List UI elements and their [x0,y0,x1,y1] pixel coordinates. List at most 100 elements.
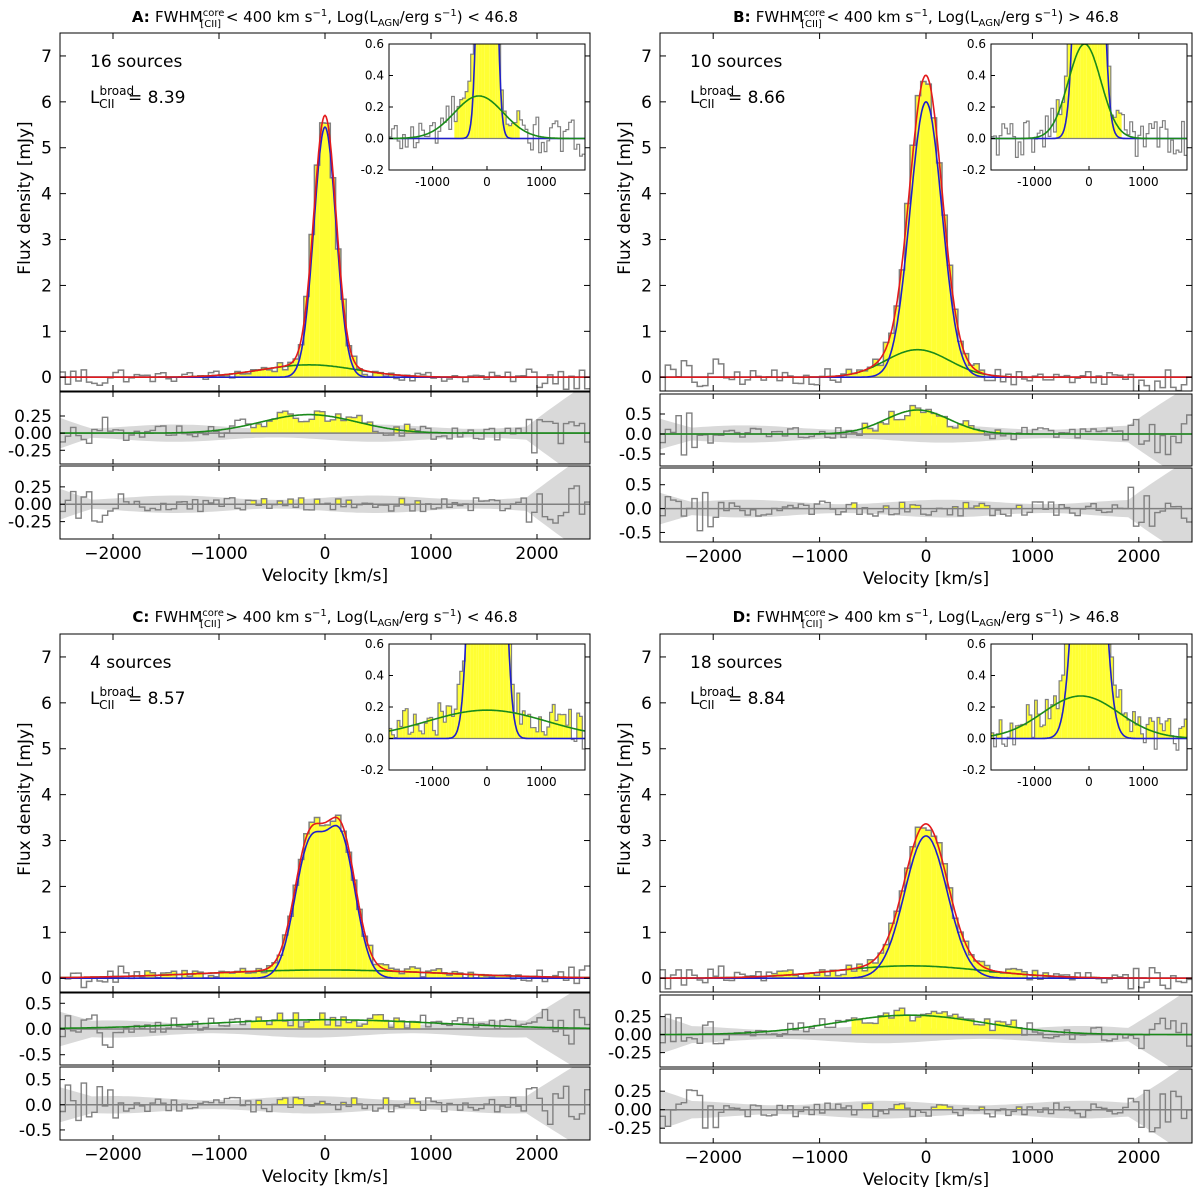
inset-core-curve [991,644,1187,740]
flux-bar [298,859,304,979]
flux-bar [314,165,320,378]
inset-flux-bar [1118,113,1122,139]
residual-bar [872,430,879,434]
residual-bar [899,502,905,509]
inset-flux-bar [546,726,550,739]
sources-count: 18 sources [690,653,782,673]
flux-bar [862,370,868,378]
residual-bar [867,1103,873,1110]
y-tick-label: 2 [41,877,52,897]
residual-bar [915,1017,921,1035]
inset-y-tick-label: 0.2 [967,700,986,714]
inset-flux-bar [503,111,507,139]
residual-bar [936,416,942,434]
inset-flux-bar [418,731,422,739]
inset-flux-bar [443,722,447,739]
flux-bar [192,971,198,979]
x-axis-label: Velocity [km/s] [863,1170,989,1187]
inset-histogram [991,44,1187,158]
inset-plot-area [991,644,1187,751]
flux-bar [144,970,151,979]
inset-flux-bar [1181,726,1185,739]
inset-flux-bar [487,644,490,739]
flux-bar [883,944,889,979]
flux-bar [957,932,964,979]
flux-bar [219,971,225,979]
flux-bar [846,369,852,378]
flux-bar [234,371,241,378]
residual-bar [393,1018,400,1029]
flux-bar [351,356,357,378]
flux-bar [894,306,900,378]
inset-flux-bar [506,124,509,139]
residual-y-tick-label: 0.00 [614,1101,652,1121]
residual-bar [862,1023,868,1035]
residual-bar [899,1103,905,1110]
residual-bar [910,504,916,509]
inset-x-tick-label: -1000 [415,775,450,789]
flux-bar [187,976,193,979]
flux-bar [803,973,809,979]
residual-bar [261,1021,267,1029]
inset-y-tick-label: 0.4 [365,69,384,83]
x-tick-label: 2000 [1117,547,1160,567]
residual-2-plot-area [60,1067,590,1140]
residual-bar [415,500,421,505]
flux-bar [888,333,895,378]
flux-bar [835,975,841,979]
y-tick-label: 2 [641,877,652,897]
flux-bar [851,971,857,979]
luminosity-label: Lbroad CII = 8.84 [690,685,785,712]
y-tick-label: 1 [641,923,652,943]
inset-flux-bar [1157,717,1160,739]
y-tick-label: 7 [41,648,52,668]
inset-y-tick-label: -0.2 [963,163,986,177]
residual-bar [899,1008,905,1035]
residual-bar [287,1025,294,1029]
total-fit-curve [660,74,1192,378]
residual-bar [947,1106,953,1110]
residual-bar [287,499,294,505]
x-tick-label: 1000 [1011,547,1054,567]
y-axis-label: Flux density [mJy] [615,121,635,274]
inset-y-tick-label: 0.4 [967,669,986,683]
residual-bar [915,408,921,434]
inset-flux-bar [492,644,496,739]
flux-bar [920,828,926,979]
inset-y-tick-label: 0.2 [365,100,384,114]
inset-flux-bar [1083,644,1087,739]
flux-bar [840,974,847,979]
residual-bar [888,411,895,434]
residual-bar [330,419,336,434]
residual-bar [388,1027,394,1029]
x-tick-label: −1000 [791,1148,849,1168]
residual-bar [250,427,257,434]
inset-flux-bar [1069,644,1073,739]
residual-bar [963,502,969,509]
inset-flux-bar [1124,712,1128,739]
total-fit-curve [60,816,590,979]
residual-bar [904,1108,911,1110]
residual-bar [303,1022,310,1029]
inset-flux-bar [576,713,580,739]
flux-bar [984,965,990,979]
residual-bar [346,417,352,434]
uncertainty-band [60,466,590,539]
inset-x-tick-label: 1000 [1128,175,1159,189]
residual-1-plot-area [60,392,590,464]
residual-bar [979,1107,985,1110]
inset-flux-bar [1029,715,1032,739]
flux-bar [303,296,310,378]
flux-bar [356,368,363,378]
inset-y-tick-label: 0.2 [967,100,986,114]
residual-bar [409,1098,416,1105]
flux-bar [266,965,272,979]
residual-bar [963,1018,969,1035]
y-tick-label: 0 [41,969,52,989]
flux-bar [250,369,257,378]
flux-bar [293,885,299,979]
residual-bar [878,1015,884,1035]
residual-bar [362,1024,368,1029]
flux-bar [240,374,246,378]
residual-bar [926,409,932,434]
